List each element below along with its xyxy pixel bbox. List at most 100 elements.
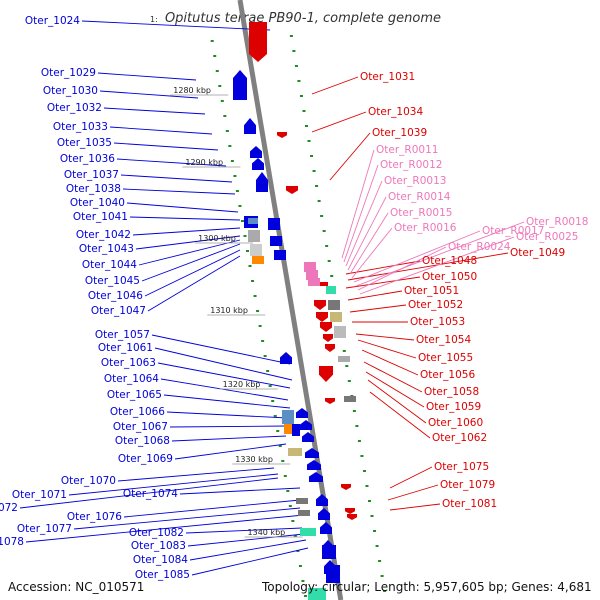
track-tick bbox=[215, 70, 219, 72]
gene-feature-box bbox=[274, 250, 286, 260]
gene-arrow-forward bbox=[307, 460, 321, 470]
gene-label-reverse-callout-line bbox=[347, 290, 403, 301]
track-tick bbox=[302, 110, 306, 112]
gene-label-forward-callout-line bbox=[68, 473, 279, 496]
gene-label-reverse: Oter_1048 bbox=[422, 255, 477, 267]
track-tick bbox=[235, 190, 239, 192]
track-tick bbox=[357, 440, 361, 442]
gene-label-reverse: Oter_1054 bbox=[416, 334, 471, 346]
gene-label-forward: Oter_1029 bbox=[41, 67, 96, 79]
gene-label-reverse: Oter_1059 bbox=[426, 401, 481, 413]
track-tick bbox=[220, 100, 224, 102]
gene-label-forward: Oter_1041 bbox=[73, 211, 128, 223]
gene-label-reverse-callout-line bbox=[329, 132, 371, 181]
track-tick bbox=[342, 350, 346, 352]
track-tick bbox=[303, 595, 307, 597]
track-tick bbox=[238, 205, 242, 207]
track-tick bbox=[218, 85, 222, 87]
track-tick bbox=[315, 185, 319, 187]
gene-label-forward-callout-line bbox=[191, 547, 309, 576]
gene-label-rna: Oter_R0011 bbox=[376, 144, 438, 156]
gene-arrow-forward bbox=[305, 448, 319, 458]
gene-label-forward-callout-line bbox=[185, 527, 303, 534]
gene-label-forward-callout-line bbox=[169, 425, 287, 428]
track-tick bbox=[253, 295, 257, 297]
gene-feature-box bbox=[268, 218, 280, 230]
gene-label-rna-callout-line bbox=[357, 246, 447, 291]
gene-arrow-forward bbox=[252, 158, 264, 170]
track-tick bbox=[355, 425, 359, 427]
track-tick bbox=[297, 80, 301, 82]
track-tick bbox=[261, 340, 265, 342]
gene-arrow-forward bbox=[244, 118, 256, 134]
track-tick bbox=[294, 65, 298, 67]
track-tick bbox=[365, 485, 369, 487]
gene-label-forward-callout-line bbox=[160, 378, 289, 401]
gene-label-forward-callout-line bbox=[187, 533, 305, 547]
gene-label-reverse: Oter_1053 bbox=[410, 316, 465, 328]
gene-label-forward: Oter_1033 bbox=[53, 121, 108, 133]
track-tick bbox=[368, 500, 371, 502]
gene-label-forward-callout-line bbox=[166, 411, 289, 419]
gene-label-forward: Oter_1063 bbox=[101, 357, 156, 369]
scale-tick-label: 1300 kbp bbox=[198, 234, 236, 243]
gene-label-forward-callout-line bbox=[99, 90, 199, 99]
track-tick bbox=[293, 535, 297, 537]
gene-label-forward: Oter_1069 bbox=[118, 453, 173, 465]
gene-label-forward-callout-line bbox=[97, 72, 197, 81]
gene-feature-box bbox=[282, 410, 294, 424]
gene-label-reverse: Oter_1079 bbox=[440, 479, 495, 491]
track-tick bbox=[383, 590, 387, 592]
gene-feature-box bbox=[306, 270, 318, 280]
gene-arrow-reverse bbox=[314, 300, 326, 310]
gene-label-forward-callout-line bbox=[174, 443, 287, 460]
track-tick bbox=[233, 175, 237, 177]
gene-label-reverse-callout-line bbox=[367, 379, 427, 424]
track-tick bbox=[289, 35, 293, 37]
gene-label-forward: Oter_1047 bbox=[91, 305, 146, 317]
track-tick bbox=[317, 200, 321, 202]
gene-label-forward: Oter_1070 bbox=[61, 475, 116, 487]
gene-arrow-forward bbox=[302, 432, 314, 442]
gene-label-forward-callout-line bbox=[135, 235, 241, 250]
gene-feature-box bbox=[248, 230, 260, 242]
gene-label-forward: Oter_1067 bbox=[113, 421, 168, 433]
gene-arrow-reverse bbox=[277, 132, 287, 138]
gene-label-rna: Oter_R0012 bbox=[380, 159, 442, 171]
gene-arrow-reverse bbox=[341, 484, 351, 490]
scale-tick-label: 1340 kbp bbox=[248, 528, 286, 537]
track-tick bbox=[370, 515, 374, 517]
gene-label-forward: Oter_1043 bbox=[79, 243, 134, 255]
track-tick bbox=[286, 490, 290, 492]
track-tick bbox=[273, 415, 277, 417]
gene-label-forward-callout-line bbox=[151, 334, 291, 365]
gene-label-forward: Oter_1030 bbox=[43, 85, 98, 97]
title-text: Opitutus terrae PB90-1, complete genome bbox=[165, 11, 441, 26]
scale-layer: 1280 kbp 1290 kbp 1300 kbp 1310 kbp 1320 kbp… bbox=[170, 86, 303, 538]
gene-label-forward: Oter_1083 bbox=[131, 540, 186, 552]
track-tick bbox=[325, 245, 329, 247]
track-tick bbox=[276, 430, 280, 432]
gene-arrow-forward bbox=[250, 146, 262, 158]
gene-label-forward: Oter_1037 bbox=[64, 169, 119, 181]
gene-label-forward-callout-line bbox=[109, 126, 213, 135]
gene-label-forward-callout-line bbox=[25, 514, 305, 543]
gene-label-forward-callout-line bbox=[116, 158, 227, 167]
gene-label-forward: Oter_1038 bbox=[66, 183, 121, 195]
gene-feature-box bbox=[338, 356, 350, 362]
gene-arrow-forward bbox=[300, 420, 312, 430]
gene-arrow-reverse bbox=[286, 186, 298, 194]
gene-label-reverse-callout-line bbox=[369, 391, 431, 439]
track-tick bbox=[373, 530, 377, 532]
gene-feature-box bbox=[326, 286, 336, 294]
gene-label-forward: Oter_1071 bbox=[12, 489, 67, 501]
gene-label-rna: Oter_R0024 bbox=[448, 241, 511, 253]
gene-label-forward: Oter_1068 bbox=[115, 435, 170, 447]
gene-label-rna: Oter_R0025 bbox=[516, 231, 578, 243]
track-tick bbox=[240, 220, 244, 222]
track-tick bbox=[360, 455, 364, 457]
track-tick bbox=[281, 460, 285, 462]
gene-label-forward: Oter_1035 bbox=[57, 137, 112, 149]
gene-label-reverse: Oter_1034 bbox=[368, 106, 423, 118]
gene-label-reverse-callout-line bbox=[347, 252, 509, 281]
